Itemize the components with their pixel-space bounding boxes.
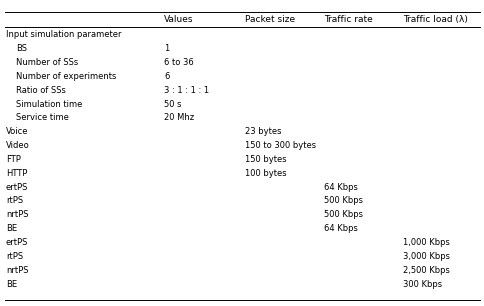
Text: 20 Mhz: 20 Mhz (164, 114, 194, 122)
Text: 3 : 1 : 1 : 1: 3 : 1 : 1 : 1 (164, 86, 209, 95)
Text: 500 Kbps: 500 Kbps (324, 210, 363, 219)
Text: 64 Kbps: 64 Kbps (324, 183, 357, 192)
Text: 300 Kbps: 300 Kbps (402, 279, 441, 289)
Text: 100 bytes: 100 bytes (244, 169, 286, 178)
Text: Number of SSs: Number of SSs (16, 58, 78, 67)
Text: 6 to 36: 6 to 36 (164, 58, 194, 67)
Text: 1,000 Kbps: 1,000 Kbps (402, 238, 449, 247)
Text: 150 bytes: 150 bytes (244, 155, 286, 164)
Text: 23 bytes: 23 bytes (244, 127, 281, 136)
Text: 6: 6 (164, 72, 169, 81)
Text: 50 s: 50 s (164, 99, 181, 109)
Text: 150 to 300 bytes: 150 to 300 bytes (244, 141, 316, 150)
Text: Number of experiments: Number of experiments (16, 72, 116, 81)
Text: Traffic rate: Traffic rate (324, 15, 372, 24)
Text: ertPS: ertPS (6, 183, 28, 192)
Text: Service time: Service time (16, 114, 69, 122)
Text: Simulation time: Simulation time (16, 99, 82, 109)
Text: nrtPS: nrtPS (6, 210, 28, 219)
Text: BE: BE (6, 224, 17, 233)
Text: nrtPS: nrtPS (6, 266, 28, 275)
Text: HTTP: HTTP (6, 169, 27, 178)
Text: BE: BE (6, 279, 17, 289)
Text: Packet size: Packet size (244, 15, 294, 24)
Text: 64 Kbps: 64 Kbps (324, 224, 357, 233)
Text: BS: BS (16, 44, 27, 53)
Text: Voice: Voice (6, 127, 28, 136)
Text: ertPS: ertPS (6, 238, 28, 247)
Text: rtPS: rtPS (6, 252, 23, 261)
Text: rtPS: rtPS (6, 196, 23, 206)
Text: 1: 1 (164, 44, 169, 53)
Text: Ratio of SSs: Ratio of SSs (16, 86, 66, 95)
Text: Input simulation parameter: Input simulation parameter (6, 30, 121, 39)
Text: 500 Kbps: 500 Kbps (324, 196, 363, 206)
Text: Video: Video (6, 141, 30, 150)
Text: 3,000 Kbps: 3,000 Kbps (402, 252, 449, 261)
Text: Traffic load (λ): Traffic load (λ) (402, 15, 467, 24)
Text: FTP: FTP (6, 155, 21, 164)
Text: 2,500 Kbps: 2,500 Kbps (402, 266, 449, 275)
Text: Values: Values (164, 15, 193, 24)
